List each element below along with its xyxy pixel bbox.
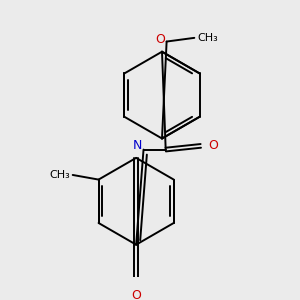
Text: CH₃: CH₃ [49, 170, 70, 180]
Text: O: O [155, 33, 165, 46]
Text: O: O [131, 289, 141, 300]
Text: CH₃: CH₃ [197, 33, 218, 43]
Text: N: N [132, 140, 142, 152]
Text: O: O [208, 140, 218, 152]
